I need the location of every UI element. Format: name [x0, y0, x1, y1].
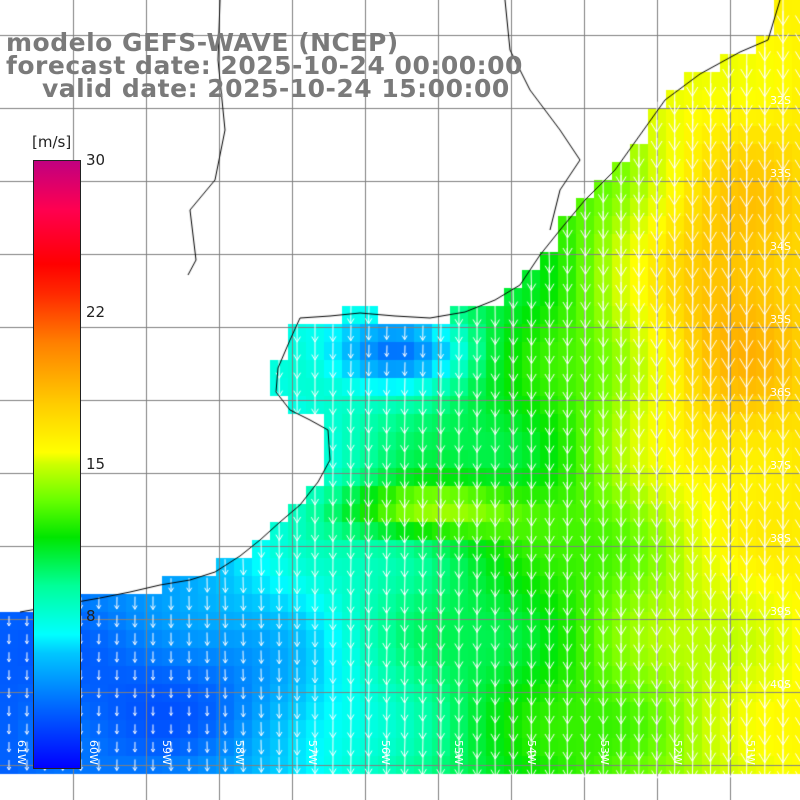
colorbar-tick-8: 8	[86, 607, 96, 625]
lon-label: 59W	[160, 740, 173, 765]
colorbar-tick-30: 30	[86, 151, 106, 169]
lat-label: 33S	[770, 167, 791, 180]
lon-label: 51W	[744, 740, 757, 765]
colorbar	[33, 160, 81, 769]
colorbar-tick-22: 22	[86, 303, 106, 321]
lat-label: 36S	[770, 386, 791, 399]
lon-label: 58W	[233, 740, 246, 765]
lat-label: 34S	[770, 240, 791, 253]
lon-label: 54W	[525, 740, 538, 765]
lat-label: 35S	[770, 313, 791, 326]
lat-label: 37S	[770, 459, 791, 472]
lon-label: 56W	[379, 740, 392, 765]
colorbar-units: m/s	[32, 133, 71, 151]
lat-label: 32S	[770, 94, 791, 107]
forecast-date: forecast date: 2025-10-24 00:00:00	[6, 51, 523, 80]
lat-label: 38S	[770, 532, 791, 545]
valid-date: valid date: 2025-10-24 15:00:00	[42, 74, 510, 103]
lon-label: 61W	[15, 740, 28, 765]
lon-label: 60W	[87, 740, 100, 765]
lat-label: 39S	[770, 605, 791, 618]
lon-label: 53W	[598, 740, 611, 765]
lon-label: 55W	[452, 740, 465, 765]
lon-label: 57W	[306, 740, 319, 765]
lat-label: 40S	[770, 678, 791, 691]
lon-label: 52W	[671, 740, 684, 765]
model-title: modelo GEFS-WAVE (NCEP)	[6, 28, 399, 57]
colorbar-tick-15: 15	[86, 455, 106, 473]
